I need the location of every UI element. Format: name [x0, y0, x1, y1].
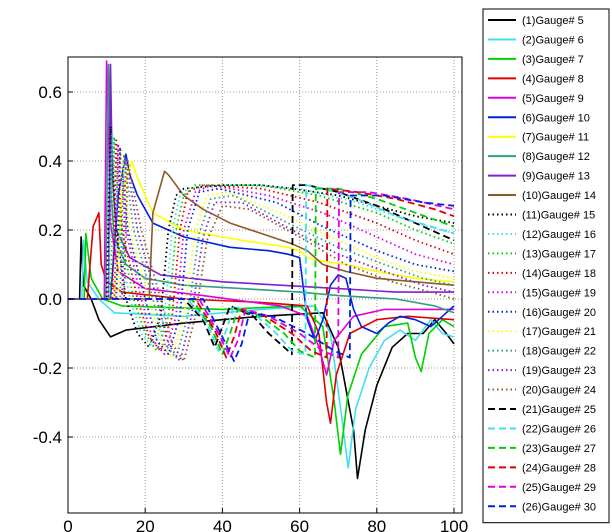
series-line-25 — [68, 191, 455, 359]
series-layer — [68, 60, 455, 480]
y-tick-label: 0.0 — [38, 290, 62, 309]
series-line-22 — [68, 184, 455, 356]
legend-label: (23)Gauge# 27 — [522, 443, 596, 455]
legend-label: (14)Gauge# 18 — [522, 268, 596, 280]
y-tick-label: 0.2 — [38, 221, 62, 240]
legend-label: (11)Gauge# 15 — [522, 210, 595, 222]
legend-label: (21)Gauge# 25 — [522, 404, 596, 416]
series-line-4 — [68, 212, 455, 424]
legend-label: (2)Gauge# 6 — [522, 34, 584, 46]
legend-label: (26)Gauge# 30 — [522, 501, 596, 513]
legend-label: (12)Gauge# 16 — [522, 229, 596, 241]
legend-label: (5)Gauge# 9 — [522, 93, 584, 105]
legend-label: (13)Gauge# 17 — [522, 248, 596, 260]
series-line-13 — [68, 136, 455, 352]
legend-label: (15)Gauge# 19 — [522, 287, 596, 299]
series-line-21 — [68, 184, 455, 356]
legend-label: (17)Gauge# 21 — [522, 326, 596, 338]
legend-label: (16)Gauge# 20 — [522, 307, 596, 319]
series-line-18 — [68, 153, 455, 359]
legend-label: (25)Gauge# 29 — [522, 482, 596, 494]
series-line-17 — [68, 149, 455, 359]
plot-frame — [67, 56, 463, 514]
legend-label: (10)Gauge# 14 — [522, 190, 596, 202]
legend-label: (19)Gauge# 23 — [522, 365, 596, 377]
series-line-26 — [68, 194, 455, 362]
legend-box — [482, 8, 610, 524]
x-tick-label: 0 — [63, 517, 72, 532]
y-tick-label: -0.4 — [33, 428, 62, 447]
legend-label: (1)Gauge# 5 — [522, 15, 584, 27]
legend: (1)Gauge# 5 (2)Gauge# 6 (3)Gauge# 7 (4)Gaug… — [482, 8, 610, 524]
legend-label: (18)Gauge# 22 — [522, 346, 596, 358]
legend-label: (22)Gauge# 26 — [522, 423, 596, 435]
x-tick-label: 100 — [440, 517, 468, 532]
legend-label: (6)Gauge# 10 — [522, 112, 590, 124]
y-tick-label: -0.2 — [33, 359, 62, 378]
legend-label: (24)Gauge# 28 — [522, 462, 596, 474]
y-tick-label: 0.4 — [38, 152, 62, 171]
legend-label: (4)Gauge# 8 — [522, 73, 584, 85]
series-line-12 — [68, 132, 455, 349]
series-line-10 — [68, 170, 455, 300]
legend-label: (20)Gauge# 24 — [522, 385, 596, 397]
axis-ticks: 0 20 40 60 80 100 0.6 0.4 0.2 0.0 -0.2 -0.4 — [33, 83, 468, 532]
x-tick-label: 60 — [290, 517, 309, 532]
y-tick-label: 0.6 — [38, 83, 62, 102]
legend-label: (8)Gauge# 12 — [522, 151, 590, 163]
legend-label: (9)Gauge# 13 — [522, 171, 590, 183]
series-line-3 — [68, 232, 455, 456]
series-line-9 — [68, 63, 454, 300]
x-tick-label: 80 — [367, 517, 386, 532]
series-line-24 — [68, 187, 455, 359]
x-tick-label: 40 — [213, 517, 232, 532]
series-line-8 — [68, 63, 455, 314]
legend-label: (7)Gauge# 11 — [522, 132, 589, 144]
legend-label: (3)Gauge# 7 — [522, 54, 584, 66]
x-tick-label: 20 — [136, 517, 155, 532]
